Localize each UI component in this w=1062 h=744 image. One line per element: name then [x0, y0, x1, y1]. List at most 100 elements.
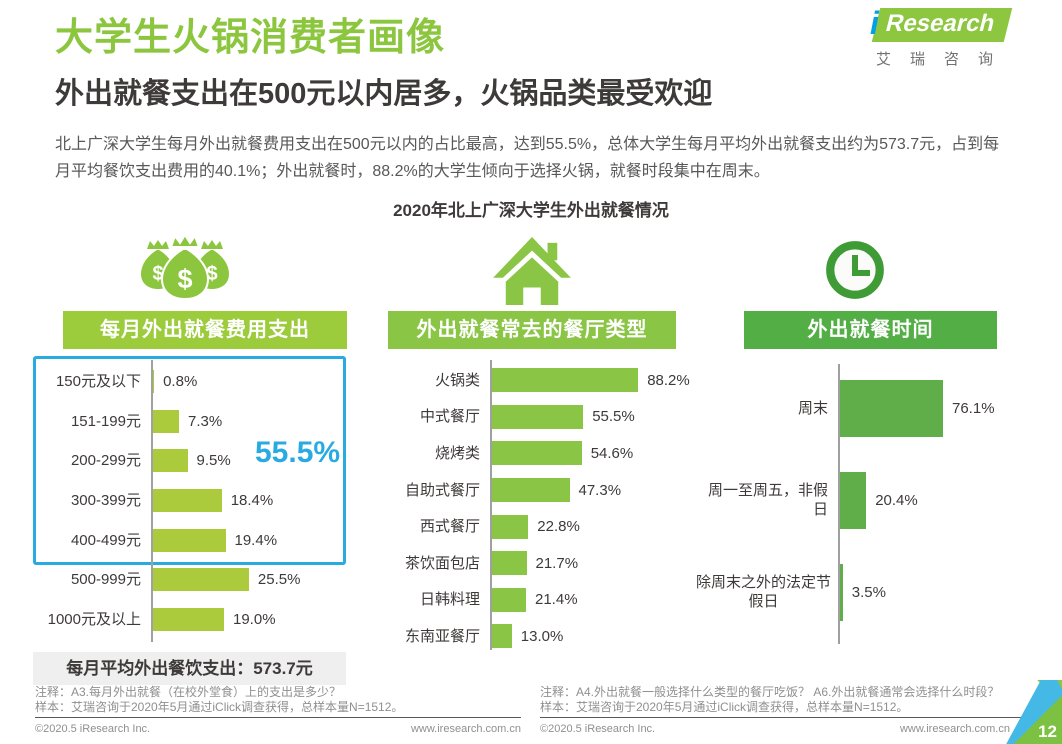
category-label: 200-299元: [70, 452, 141, 470]
svg-text:$: $: [152, 263, 163, 285]
chart-row: 自助式餐厅 47.3%: [380, 472, 710, 509]
category-label: 500-999元: [70, 571, 141, 589]
footnote-note: 注释：A4.外出就餐一般选择什么类型的餐厅吃饭？ A6.外出就餐通常会选择什么时…: [540, 685, 1000, 699]
chart-restaurant-types: 外出就餐常去的餐厅类型 火锅类 88.2% 中式餐厅 55.5% 烧烤类 54.6% 自助式…: [380, 233, 710, 673]
category-label: 日韩料理: [419, 591, 480, 609]
category-label: 茶饮面包店: [404, 554, 480, 572]
chart-row: 茶饮面包店 21.7%: [380, 545, 710, 582]
logo-research-box: Research: [871, 8, 1013, 42]
value-label: 19.4%: [234, 531, 278, 549]
category-label: 自助式餐厅: [404, 481, 480, 499]
page-subtitle: 外出就餐支出在500元以内居多，火锅品类最受欢迎: [55, 78, 713, 110]
chart-row: 日韩料理 21.4%: [380, 582, 710, 619]
value-label: 7.3%: [188, 412, 223, 430]
highlight-value: 55.5%: [255, 436, 341, 469]
copyright-text: ©2020.5 iResearch Inc.: [35, 723, 151, 735]
footer-divider: [540, 717, 1032, 718]
value-label: 21.4%: [535, 591, 578, 609]
chart-title-bar: 外出就餐常去的餐厅类型: [388, 311, 676, 349]
copyright-text: ©2020.5 iResearch Inc.: [540, 723, 656, 735]
value-label: 18.4%: [230, 492, 274, 510]
chart-row: 烧烤类 54.6%: [380, 435, 710, 472]
chart-row: 500-999元 25.5%: [33, 560, 378, 600]
footer-left: ©2020.5 iResearch Inc. www.iresearch.com…: [35, 723, 521, 735]
chart-row: 400-499元 19.4%: [33, 520, 378, 560]
bar: [151, 409, 179, 433]
bar: [490, 404, 584, 429]
category-label: 东南亚餐厅: [404, 627, 480, 645]
value-label: 3.5%: [851, 583, 886, 601]
chart-row: 200-299元 9.5%: [33, 441, 378, 481]
category-label: 1000元及以上: [47, 610, 141, 628]
footnote-sample: 样本：艾瑞咨询于2020年5月通过iClick调查获得，总样本量N=1512。: [35, 700, 404, 714]
chart-section-title: 2020年北上广深大学生外出就餐情况: [393, 201, 669, 220]
bar: [490, 587, 526, 612]
value-label: 9.5%: [196, 452, 231, 470]
bar: [490, 478, 570, 503]
page-corner-badge: 12: [1000, 680, 1062, 744]
axis-line: [151, 360, 153, 642]
chart-monthly-spend: $ $ $ 每月外出就餐费用支出 150元及以下 0.8% 151-199元 7.3%…: [33, 233, 378, 703]
bar-rows: 火锅类 88.2% 中式餐厅 55.5% 烧烤类 54.6% 自助式餐厅 47.3% 西式餐厅 2…: [380, 362, 710, 655]
logo-chinese-name: 艾瑞咨询: [875, 51, 1012, 68]
value-label: 76.1%: [952, 399, 995, 417]
value-label: 19.0%: [233, 610, 276, 628]
chart-row: 除周末之外的法定节假日 3.5%: [695, 546, 1045, 638]
chart-row: 东南亚餐厅 13.0%: [380, 618, 710, 655]
category-label: 火锅类: [434, 371, 480, 389]
value-label: 13.0%: [520, 627, 564, 645]
category-label: 151-199元: [70, 412, 141, 430]
clock-icon: [825, 240, 885, 300]
intro-paragraph: 北上广深大学生每月外出就餐费用支出在500元以内的占比最高，达到55.5%，总体…: [55, 136, 1000, 180]
bar: [151, 607, 224, 631]
category-label: 300-399元: [70, 492, 141, 510]
bar-rows: 周末 76.1% 周一至周五，非假日 20.4% 除周末之外的法定节假日 3.5%: [695, 362, 1045, 638]
bar: [151, 489, 222, 513]
axis-line: [838, 364, 840, 644]
value-label: 88.2%: [647, 371, 690, 389]
footnote-right: 注释：A4.外出就餐一般选择什么类型的餐厅吃饭？ A6.外出就餐通常会选择什么时…: [540, 685, 1035, 715]
value-label: 54.6%: [590, 444, 634, 462]
chart-title-bar: 外出就餐时间: [744, 311, 997, 349]
svg-text:$: $: [206, 263, 217, 285]
value-label: 20.4%: [875, 491, 918, 509]
footnote-left: 注释：A3.每月外出就餐（在校外堂食）上的支出是多少？ 样本：艾瑞咨询于2020…: [35, 685, 525, 715]
website-link[interactable]: www.iresearch.com.cn: [410, 723, 521, 735]
value-label: 21.7%: [535, 554, 579, 572]
value-label: 47.3%: [578, 481, 622, 499]
chart-row: 火锅类 88.2%: [380, 362, 710, 399]
chart-row: 150元及以下 0.8%: [33, 362, 378, 402]
chart-row: 西式餐厅 22.8%: [380, 508, 710, 545]
category-label: 周一至周五，非假日: [707, 482, 828, 518]
category-label: 烧烤类: [434, 444, 480, 462]
chart-title-bar: 每月外出就餐费用支出: [63, 311, 347, 349]
bar: [151, 449, 188, 473]
footer-divider: [35, 717, 521, 718]
bar: [838, 471, 867, 529]
category-label: 中式餐厅: [419, 408, 480, 426]
svg-text:$: $: [177, 264, 192, 294]
footnote-note: 注释：A3.每月外出就餐（在校外堂食）上的支出是多少？: [35, 685, 342, 699]
bar: [838, 563, 843, 621]
website-link[interactable]: www.iresearch.com.cn: [899, 723, 1010, 735]
category-label: 除周末之外的法定节假日: [695, 574, 831, 610]
bar: [490, 551, 527, 576]
page-title: 大学生火锅消费者画像: [55, 17, 446, 59]
category-label: 400-499元: [70, 531, 141, 549]
chart-row: 151-199元 7.3%: [33, 402, 378, 442]
bar: [490, 368, 639, 393]
footnote-sample: 样本：艾瑞咨询于2020年5月通过iClick调查获得，总样本量N=1512。: [540, 700, 909, 714]
category-label: 周末: [797, 399, 828, 417]
money-bags-icon: $ $ $: [125, 233, 245, 305]
bar: [490, 514, 529, 539]
chart-row: 1000元及以上 19.0%: [33, 600, 378, 640]
bar: [151, 568, 249, 592]
chart-row: 周末 76.1%: [695, 362, 1045, 454]
chart-dining-time: 外出就餐时间 周末 76.1% 周一至周五，非假日 20.4% 除周末之外的法定节假日 3…: [695, 233, 1045, 673]
iresearch-logo: i Research 艾瑞咨询: [869, 5, 1013, 69]
value-label: 55.5%: [592, 408, 635, 426]
bar-rows: 150元及以下 0.8% 151-199元 7.3% 200-299元 9.5% 300-3…: [33, 362, 378, 639]
house-icon: [492, 237, 572, 305]
logo-i-letter: i: [869, 5, 879, 41]
iresearch-logo-wordmark: i Research: [869, 5, 1013, 42]
